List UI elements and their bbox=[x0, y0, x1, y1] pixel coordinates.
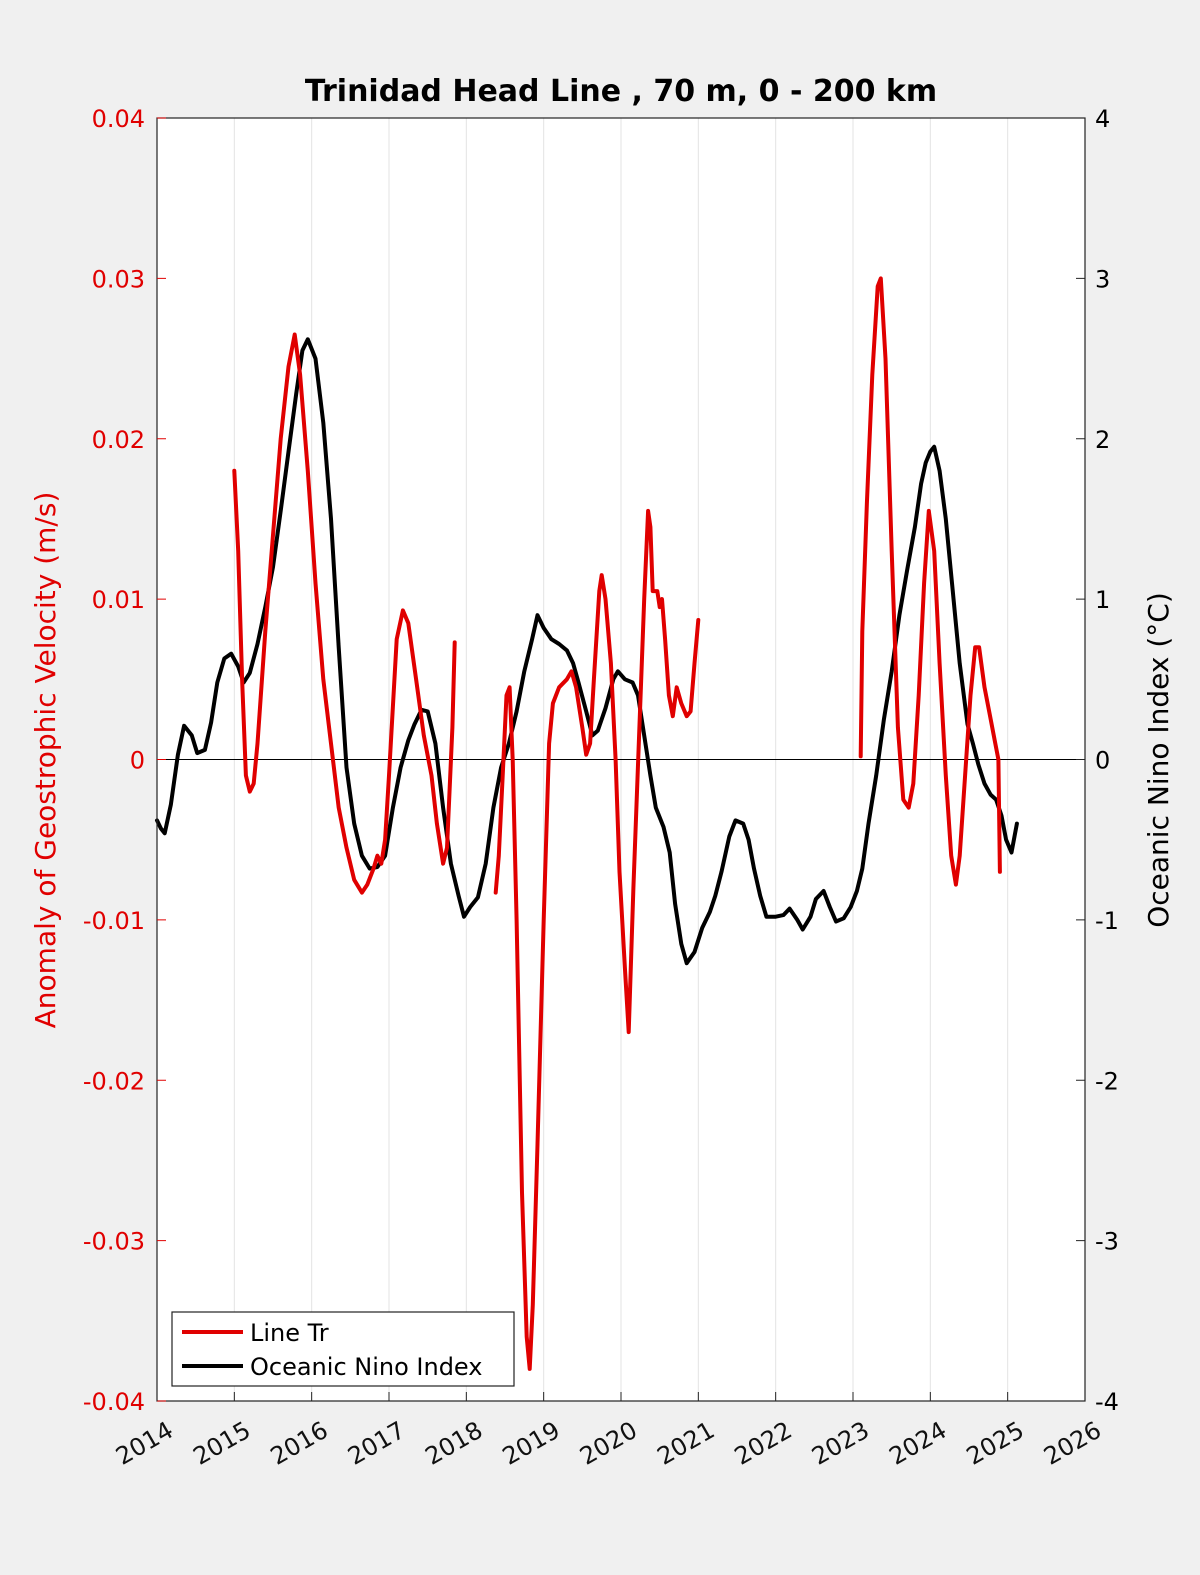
right-tick-label: 2 bbox=[1095, 426, 1110, 454]
right-tick-label: 3 bbox=[1095, 265, 1110, 293]
series-oni-segment-0 bbox=[155, 337, 1019, 966]
right-tick-label: 4 bbox=[1095, 105, 1110, 133]
series-line-tr-segment-0 bbox=[232, 332, 457, 895]
series-line-tr-segment-2 bbox=[858, 276, 1002, 887]
left-axis-ticks: -0.04 -0.03 -0.02 -0.01 0 0.01 0.02 0.03 0.04 bbox=[83, 105, 166, 1416]
left-tick-label: -0.03 bbox=[83, 1228, 145, 1256]
left-tick-label: 0.04 bbox=[92, 105, 145, 133]
left-tick-label: -0.02 bbox=[83, 1067, 145, 1095]
series-layer bbox=[155, 276, 1019, 1371]
series-line-tr-segment-1 bbox=[493, 508, 701, 1371]
right-tick-label: -3 bbox=[1095, 1228, 1119, 1256]
right-tick-label: 0 bbox=[1095, 747, 1110, 775]
chart-title: Trinidad Head Line , 70 m, 0 - 200 km bbox=[305, 74, 937, 109]
legend-box bbox=[171, 1311, 515, 1387]
right-axis-ticks: -4 -3 -2 -1 0 1 2 3 4 bbox=[1076, 105, 1119, 1416]
left-tick-label: 0 bbox=[130, 747, 145, 775]
left-tick-label: -0.01 bbox=[83, 907, 145, 935]
legend: Line Tr Oceanic Nino Index bbox=[171, 1311, 515, 1387]
left-axis-label: Anomaly of Geostrophic Velocity (m/s) bbox=[29, 492, 62, 1029]
right-tick-label: -2 bbox=[1095, 1067, 1119, 1095]
legend-label-oni: Oceanic Nino Index bbox=[250, 1353, 482, 1381]
left-tick-label: 0.01 bbox=[92, 586, 145, 614]
right-axis-label: Oceanic Nino Index (°C) bbox=[1142, 592, 1175, 928]
right-tick-label: -4 bbox=[1095, 1388, 1119, 1416]
right-tick-label: 1 bbox=[1095, 586, 1110, 614]
right-tick-label: -1 bbox=[1095, 907, 1119, 935]
left-tick-label: -0.04 bbox=[83, 1388, 145, 1416]
left-tick-label: 0.02 bbox=[92, 426, 145, 454]
left-tick-label: 0.03 bbox=[92, 265, 145, 293]
legend-label-line-tr: Line Tr bbox=[250, 1319, 329, 1347]
